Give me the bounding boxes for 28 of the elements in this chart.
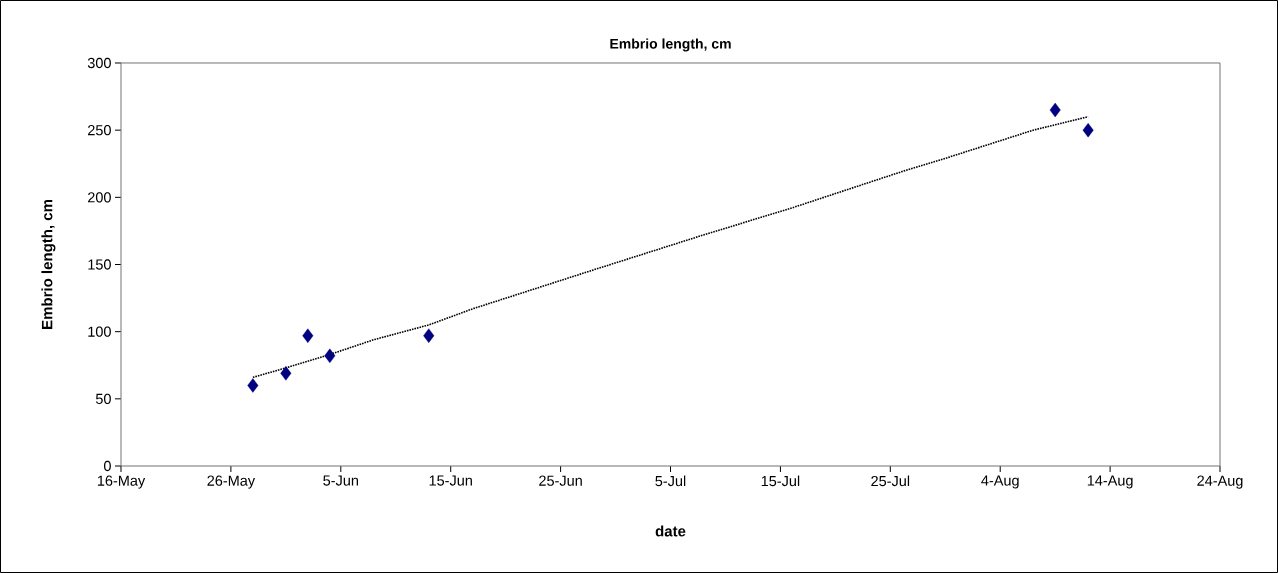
point bbox=[302, 328, 314, 343]
x-tick-label: 24-Aug bbox=[1197, 475, 1243, 489]
x-tick-label: 5-Jul bbox=[655, 475, 686, 487]
point bbox=[423, 328, 435, 343]
y-tick-label: 0 bbox=[103, 460, 111, 472]
y-tick-label: 250 bbox=[88, 125, 111, 136]
chart-title: Embrio length, cm bbox=[610, 38, 731, 52]
y-tick-label: 50 bbox=[95, 393, 111, 404]
point bbox=[280, 366, 292, 381]
point bbox=[1049, 102, 1061, 118]
x-tick-label: 16-May bbox=[97, 475, 146, 489]
x-tick-label: 25-Jun bbox=[539, 475, 582, 486]
y-axis-title: Embrio length, cm bbox=[41, 200, 56, 329]
point bbox=[247, 378, 259, 393]
point bbox=[1082, 122, 1094, 138]
point bbox=[324, 348, 336, 364]
x-tick-label: 14-Aug bbox=[1087, 475, 1133, 489]
x-axis-title: date bbox=[655, 525, 686, 537]
x-tick-label: 25-Jul bbox=[871, 475, 910, 487]
x-tick-label: 15-Jul bbox=[761, 475, 800, 487]
x-tick-label: 26-May bbox=[207, 475, 256, 489]
y-tick-label: 200 bbox=[88, 192, 111, 203]
x-tick-label: 4-Aug bbox=[981, 475, 1019, 489]
y-tick-label: 100 bbox=[88, 326, 111, 337]
x-tick-label: 5-Jun bbox=[323, 475, 358, 486]
x-tick-label: 15-Jun bbox=[429, 475, 472, 486]
y-tick-label: 300 bbox=[87, 57, 111, 69]
y-tick-label: 150 bbox=[88, 259, 111, 270]
